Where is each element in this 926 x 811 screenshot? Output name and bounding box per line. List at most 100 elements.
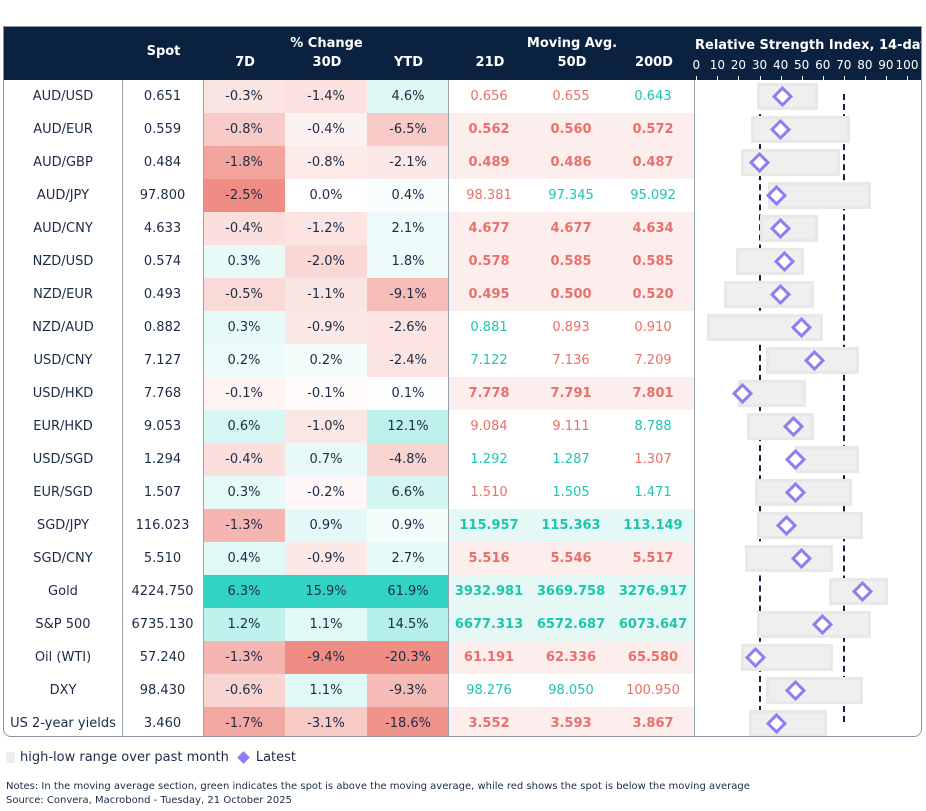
table-row: US 2-year yields 3.460 -1.7% -3.1% -18.6% 3.5… [4, 707, 921, 736]
rsi-tick-label: 20 [730, 58, 747, 72]
rsi-tick-mark [907, 76, 908, 80]
cell-ma200: 113.149 [612, 509, 694, 542]
rsi-tick-mark [822, 76, 824, 80]
cell-name: AUD/CNY [33, 221, 93, 236]
table-row: S&P 500 6735.130 1.2% 1.1% 14.5% 6677.313 6572… [4, 608, 921, 641]
rsi-range-bar [759, 215, 819, 242]
cell-ma200: 6073.647 [612, 608, 694, 641]
cell-spot: 116.023 [135, 518, 190, 533]
cell-ma50: 1.287 [552, 452, 590, 467]
rsi-tick-mark [717, 76, 719, 80]
cell-ma21: 3932.981 [448, 575, 530, 608]
cell-spot: 6735.130 [131, 617, 194, 632]
cell-ma200: 0.487 [612, 146, 694, 179]
rsi-range-bar [757, 512, 863, 539]
cell-d30: 0.2% [285, 344, 367, 377]
rsi-tick-label: 40 [772, 58, 789, 72]
cell-ma21: 0.578 [448, 245, 530, 278]
cell-ma200: 100.950 [626, 683, 680, 698]
cell-name: NZD/EUR [33, 287, 93, 302]
cell-ma50: 9.111 [552, 419, 590, 434]
cell-ma50: 97.345 [548, 188, 594, 203]
rsi-range-bar [744, 545, 834, 572]
cell-d30: -0.1% [285, 377, 367, 410]
table-row: AUD/CNY 4.633 -0.4% -1.2% 2.1% 4.677 4.677 4.63… [4, 212, 921, 245]
cell-name: AUD/USD [32, 89, 94, 104]
cell-spot: 1.294 [143, 452, 182, 467]
cell-spot: 0.574 [143, 254, 182, 269]
cell-d30: -0.2% [285, 476, 367, 509]
cell-name: Oil (WTI) [34, 650, 92, 665]
table-row: EUR/SGD 1.507 0.3% -0.2% 6.6% 1.510 1.505 1.471 [4, 476, 921, 509]
cell-ytd: -20.3% [367, 641, 449, 674]
rsi-tick-mark [864, 76, 866, 80]
rsi-tick-mark [843, 76, 845, 80]
cell-ytd: 6.6% [367, 476, 449, 509]
cell-ma200: 0.572 [612, 113, 694, 146]
cell-name: NZD/USD [32, 254, 94, 269]
rsi-range-bar [765, 677, 863, 704]
table-row: Gold 4224.750 6.3% 15.9% 61.9% 3932.981 3669.7… [4, 575, 921, 608]
table-row: AUD/EUR 0.559 -0.8% -0.4% -6.5% 0.562 0.560 0.5… [4, 113, 921, 146]
cell-spot: 3.460 [143, 716, 182, 731]
cell-name: EUR/SGD [33, 485, 93, 500]
rsi-range-bar [751, 116, 851, 143]
cell-ma21: 5.516 [448, 542, 530, 575]
cell-ma50: 7.791 [530, 377, 612, 410]
table-row: AUD/JPY 97.800 -2.5% 0.0% 0.4% 98.381 97.345 95… [4, 179, 921, 212]
cell-spot: 0.484 [143, 155, 182, 170]
cell-d7: 0.3% [203, 311, 285, 344]
rsi-range-bar [723, 281, 815, 308]
header-rsi-title: Relative Strength Index, 14-day [695, 38, 922, 53]
latest-legend-label: Latest [255, 750, 297, 765]
cell-ytd: 4.6% [367, 80, 449, 113]
cell-spot: 7.768 [143, 386, 182, 401]
cell-ma21: 0.495 [448, 278, 530, 311]
cell-ma200: 0.585 [612, 245, 694, 278]
cell-ma200: 65.580 [612, 641, 694, 674]
cell-ma50: 0.585 [530, 245, 612, 278]
cell-ma50: 0.560 [530, 113, 612, 146]
cell-d30: -1.0% [285, 410, 367, 443]
cell-ma200: 95.092 [630, 188, 676, 203]
cell-ma50: 3.593 [530, 707, 612, 736]
cell-d7: 0.2% [203, 344, 285, 377]
cell-ma21: 98.276 [466, 683, 512, 698]
cell-d7: 1.2% [203, 608, 285, 641]
cell-d30: 1.1% [285, 608, 367, 641]
cell-d7: -0.3% [203, 80, 285, 113]
cell-d7: 0.3% [203, 476, 285, 509]
table-row: SGD/JPY 116.023 -1.3% 0.9% 0.9% 115.957 115.36… [4, 509, 921, 542]
cell-ma50: 98.050 [548, 683, 594, 698]
cell-ma200: 3.867 [612, 707, 694, 736]
cell-d30: 15.9% [285, 575, 367, 608]
cell-name: AUD/JPY [36, 188, 90, 203]
table-row: USD/SGD 1.294 -0.4% 0.7% -4.8% 1.292 1.287 1.30… [4, 443, 921, 476]
cell-ma21: 0.656 [470, 89, 508, 104]
cell-ytd: -2.1% [367, 146, 449, 179]
cell-d30: -1.1% [285, 278, 367, 311]
table-row: AUD/GBP 0.484 -1.8% -0.8% -2.1% 0.489 0.486 0.4… [4, 146, 921, 179]
cell-ma21: 115.957 [448, 509, 530, 542]
cell-ytd: -4.8% [367, 443, 449, 476]
cell-spot: 97.800 [139, 188, 186, 203]
source: Source: Convera, Macrobond - Tuesday, 21… [6, 795, 292, 806]
cell-d7: -0.4% [203, 443, 285, 476]
cell-d30: -0.4% [285, 113, 367, 146]
cell-spot: 7.127 [143, 353, 182, 368]
cell-ma200: 3276.917 [612, 575, 694, 608]
header-7d: 7D [235, 55, 255, 70]
cell-d30: 0.7% [285, 443, 367, 476]
rsi-tick-mark [801, 76, 803, 80]
cell-name: EUR/HKD [33, 419, 93, 434]
table-row: NZD/AUD 0.882 0.3% -0.9% -2.6% 0.881 0.893 0.91… [4, 311, 921, 344]
cell-ma200: 1.307 [634, 452, 672, 467]
header-50d: 50D [557, 55, 587, 70]
cell-ma21: 6677.313 [448, 608, 530, 641]
cell-ma21: 1.292 [470, 452, 508, 467]
cell-spot: 4224.750 [131, 584, 194, 599]
rsi-tick-label: 10 [709, 58, 725, 72]
header-pct-change: % Change [290, 36, 363, 51]
cell-ma50: 62.336 [530, 641, 612, 674]
cell-spot: 0.882 [143, 320, 182, 335]
